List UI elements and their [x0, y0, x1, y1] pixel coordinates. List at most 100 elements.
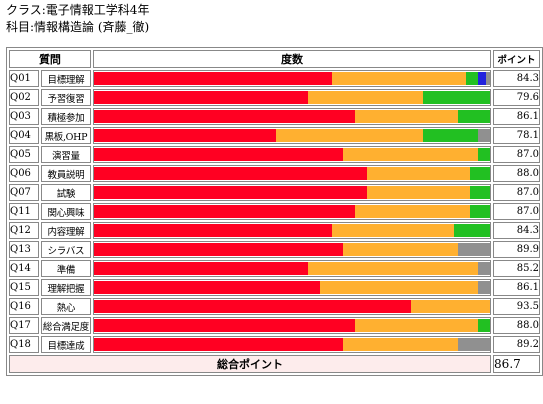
bar-segment-red — [93, 300, 411, 313]
bar-segment-gray — [486, 72, 491, 85]
bar-segment-green — [478, 148, 491, 161]
header-row: 質問 度数 ポイント — [9, 50, 540, 68]
point-value: 89.9 — [493, 241, 540, 258]
distribution-cell — [92, 127, 492, 144]
bar-segment-red — [93, 186, 368, 199]
point-value: 78.1 — [493, 127, 540, 144]
question-label: 演習量 — [40, 146, 91, 163]
stacked-bar — [93, 319, 491, 332]
bar-segment-orange — [343, 148, 479, 161]
distribution-cell — [92, 317, 492, 334]
bar-segment-red — [93, 110, 356, 123]
question-row: Q06 教員説明 88.0 — [9, 165, 540, 182]
bar-segment-orange — [343, 338, 459, 351]
bar-segment-orange — [355, 319, 479, 332]
question-label: シラバス — [40, 241, 91, 258]
stacked-bar — [93, 91, 491, 104]
stacked-bar — [93, 186, 491, 199]
point-value: 84.3 — [493, 222, 540, 239]
question-id: Q03 — [9, 108, 39, 125]
question-label: 関心興味 — [40, 203, 91, 220]
subject-line: 科目:情報構造論 (斉藤_徹) — [6, 20, 150, 34]
question-id: Q12 — [9, 222, 39, 239]
bar-segment-orange — [331, 224, 455, 237]
point-value: 93.5 — [493, 298, 540, 315]
point-value: 85.2 — [493, 260, 540, 277]
question-id: Q02 — [9, 89, 39, 106]
point-value: 86.1 — [493, 108, 540, 125]
stacked-bar — [93, 243, 491, 256]
stacked-bar — [93, 205, 491, 218]
question-label: 予習復習 — [40, 89, 91, 106]
bar-segment-orange — [367, 167, 471, 180]
bar-segment-blue — [478, 72, 487, 85]
point-value: 84.3 — [493, 70, 540, 87]
bar-segment-red — [93, 148, 344, 161]
question-row: Q07 試験 87.0 — [9, 184, 540, 201]
survey-results-table: 質問 度数 ポイント Q01 目標理解 84.3 Q02 予習復習 79.6 Q03 積極参加… — [6, 47, 543, 376]
question-row: Q16 熱心 93.5 — [9, 298, 540, 315]
bar-segment-green — [478, 319, 491, 332]
question-label: 積極参加 — [40, 108, 91, 125]
bar-segment-orange — [367, 186, 471, 199]
point-value: 88.0 — [493, 317, 540, 334]
question-label: 熱心 — [40, 298, 91, 315]
question-row: Q05 演習量 87.0 — [9, 146, 540, 163]
question-id: Q06 — [9, 165, 39, 182]
question-row: Q01 目標理解 84.3 — [9, 70, 540, 87]
bar-segment-green — [470, 186, 491, 199]
bar-segment-red — [93, 72, 332, 85]
question-label: 理解把握 — [40, 279, 91, 296]
distribution-cell — [92, 70, 492, 87]
question-header: 質問 — [9, 50, 91, 68]
bar-segment-red — [93, 319, 356, 332]
distribution-cell — [92, 184, 492, 201]
distribution-cell — [92, 165, 492, 182]
distribution-cell — [92, 241, 492, 258]
bar-segment-gray — [458, 338, 491, 351]
question-id: Q07 — [9, 184, 39, 201]
stacked-bar — [93, 110, 491, 123]
distribution-cell — [92, 336, 492, 353]
point-value: 79.6 — [493, 89, 540, 106]
bar-segment-orange — [355, 110, 459, 123]
distribution-cell — [92, 108, 492, 125]
question-row: Q03 積極参加 86.1 — [9, 108, 540, 125]
bar-segment-orange — [307, 262, 479, 275]
distribution-header: 度数 — [92, 50, 492, 68]
bar-segment-orange — [319, 281, 479, 294]
point-value: 88.0 — [493, 165, 540, 182]
bar-segment-orange — [355, 205, 471, 218]
question-label: 教員説明 — [40, 165, 91, 182]
bar-segment-orange — [343, 243, 459, 256]
question-row: Q04 黒板,OHP 78.1 — [9, 127, 540, 144]
question-label: 総合満足度 — [40, 317, 91, 334]
points-header: ポイント — [493, 50, 540, 68]
distribution-cell — [92, 298, 492, 315]
stacked-bar — [93, 338, 491, 351]
stacked-bar — [93, 281, 491, 294]
question-row: Q15 理解把握 86.1 — [9, 279, 540, 296]
question-row: Q17 総合満足度 88.0 — [9, 317, 540, 334]
bar-segment-gray — [478, 129, 490, 142]
question-row: Q11 関心興味 87.0 — [9, 203, 540, 220]
bar-segment-green — [422, 91, 491, 104]
distribution-cell — [92, 146, 492, 163]
bar-segment-gray — [478, 281, 491, 294]
question-row: Q02 予習復習 79.6 — [9, 89, 540, 106]
bar-segment-red — [93, 205, 356, 218]
bar-segment-green — [466, 72, 479, 85]
point-value: 86.1 — [493, 279, 540, 296]
question-id: Q13 — [9, 241, 39, 258]
bar-segment-red — [93, 338, 344, 351]
bar-segment-red — [93, 91, 308, 104]
bar-segment-orange — [410, 300, 491, 313]
question-label: 目標達成 — [40, 336, 91, 353]
stacked-bar — [93, 262, 491, 275]
distribution-cell — [92, 222, 492, 239]
question-id: Q04 — [9, 127, 39, 144]
stacked-bar — [93, 129, 490, 142]
question-id: Q01 — [9, 70, 39, 87]
question-label: 準備 — [40, 260, 91, 277]
stacked-bar — [93, 167, 491, 180]
